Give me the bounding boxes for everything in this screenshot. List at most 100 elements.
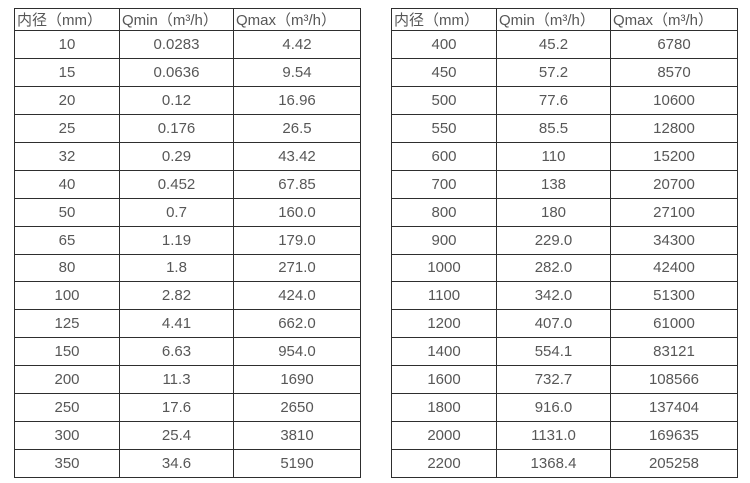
table-cell: 1131.0 xyxy=(496,421,611,451)
table-cell: 1400 xyxy=(391,337,497,367)
table-cell: 11.3 xyxy=(119,365,234,395)
table-row: 1600 732.7 108566 xyxy=(391,365,738,395)
table-cell: 65 xyxy=(14,225,120,255)
table-row: 80 1.8 271.0 xyxy=(14,253,361,283)
table-cell: 300 xyxy=(14,421,120,451)
header-row: 内径（mm） Qmin（m³/h） Qmax（m³/h） xyxy=(14,8,361,31)
table-cell: 554.1 xyxy=(496,337,611,367)
table-cell: 900 xyxy=(391,225,497,255)
table-cell: 83121 xyxy=(610,337,738,367)
table-cell: 108566 xyxy=(610,365,738,395)
table-cell: 0.29 xyxy=(119,141,234,171)
table-cell: 20700 xyxy=(610,169,738,199)
table-cell: 150 xyxy=(14,337,120,367)
table-cell: 8570 xyxy=(610,57,738,87)
table-row: 2200 1368.4 205258 xyxy=(391,449,738,478)
table-cell: 600 xyxy=(391,141,497,171)
table-row: 400 45.2 6780 xyxy=(391,30,738,59)
flow-table-large-diameters: 内径（mm） Qmin（m³/h） Qmax（m³/h） 400 45.2 6780… xyxy=(391,8,738,478)
table-cell: 32 xyxy=(14,141,120,171)
table-cell: 2000 xyxy=(391,421,497,451)
table-row: 550 85.5 12800 xyxy=(391,113,738,143)
table-row: 32 0.29 43.42 xyxy=(14,141,361,171)
table-cell: 43.42 xyxy=(233,141,361,171)
table-row: 1100 342.0 51300 xyxy=(391,281,738,311)
table-cell: 1100 xyxy=(391,281,497,311)
table-row: 40 0.452 67.85 xyxy=(14,169,361,199)
table-cell: 700 xyxy=(391,169,497,199)
table-cell: 51300 xyxy=(610,281,738,311)
table-cell: 2.82 xyxy=(119,281,234,311)
table-row: 700 138 20700 xyxy=(391,169,738,199)
table-cell: 26.5 xyxy=(233,113,361,143)
table-cell: 16.96 xyxy=(233,85,361,115)
table-cell: 77.6 xyxy=(496,85,611,115)
table-cell: 271.0 xyxy=(233,253,361,283)
table-cell: 954.0 xyxy=(233,337,361,367)
table-row: 1400 554.1 83121 xyxy=(391,337,738,367)
table-cell: 200 xyxy=(14,365,120,395)
table-cell: 229.0 xyxy=(496,225,611,255)
table-cell: 6780 xyxy=(610,30,738,59)
table-cell: 50 xyxy=(14,197,120,227)
table-cell: 1200 xyxy=(391,309,497,339)
table-cell: 0.7 xyxy=(119,197,234,227)
table-row: 350 34.6 5190 xyxy=(14,449,361,478)
table-cell: 424.0 xyxy=(233,281,361,311)
table-row: 1000 282.0 42400 xyxy=(391,253,738,283)
table-row: 500 77.6 10600 xyxy=(391,85,738,115)
table-cell: 40 xyxy=(14,169,120,199)
table-cell: 125 xyxy=(14,309,120,339)
table-cell: 1000 xyxy=(391,253,497,283)
table-cell: 662.0 xyxy=(233,309,361,339)
table-cell: 282.0 xyxy=(496,253,611,283)
table-cell: 0.12 xyxy=(119,85,234,115)
table-cell: 180 xyxy=(496,197,611,227)
table-cell: 100 xyxy=(14,281,120,311)
table-cell: 67.85 xyxy=(233,169,361,199)
table-cell: 34300 xyxy=(610,225,738,255)
table-row: 900 229.0 34300 xyxy=(391,225,738,255)
table-cell: 1368.4 xyxy=(496,449,611,478)
table-cell: 61000 xyxy=(610,309,738,339)
table-cell: 500 xyxy=(391,85,497,115)
column-header-diameter: 内径（mm） xyxy=(14,8,120,31)
table-cell: 4.41 xyxy=(119,309,234,339)
table-cell: 138 xyxy=(496,169,611,199)
column-header-qmax: Qmax（m³/h） xyxy=(233,8,361,31)
table-cell: 85.5 xyxy=(496,113,611,143)
table-row: 20 0.12 16.96 xyxy=(14,85,361,115)
table-row: 800 180 27100 xyxy=(391,197,738,227)
table-cell: 0.176 xyxy=(119,113,234,143)
table-cell: 110 xyxy=(496,141,611,171)
table-cell: 42400 xyxy=(610,253,738,283)
table-cell: 250 xyxy=(14,393,120,423)
table-cell: 800 xyxy=(391,197,497,227)
table-row: 15 0.0636 9.54 xyxy=(14,57,361,87)
table-cell: 407.0 xyxy=(496,309,611,339)
table-cell: 0.0283 xyxy=(119,30,234,59)
table-row: 450 57.2 8570 xyxy=(391,57,738,87)
table-cell: 57.2 xyxy=(496,57,611,87)
header-row: 内径（mm） Qmin（m³/h） Qmax（m³/h） xyxy=(391,8,738,31)
table-cell: 6.63 xyxy=(119,337,234,367)
table-cell: 450 xyxy=(391,57,497,87)
table-cell: 27100 xyxy=(610,197,738,227)
table-cell: 179.0 xyxy=(233,225,361,255)
table-cell: 160.0 xyxy=(233,197,361,227)
column-header-diameter: 内径（mm） xyxy=(391,8,497,31)
table-cell: 550 xyxy=(391,113,497,143)
table-cell: 5190 xyxy=(233,449,361,478)
table-cell: 1800 xyxy=(391,393,497,423)
table-row: 300 25.4 3810 xyxy=(14,421,361,451)
table-cell: 15200 xyxy=(610,141,738,171)
table-cell: 10 xyxy=(14,30,120,59)
table-cell: 916.0 xyxy=(496,393,611,423)
column-header-qmin: Qmin（m³/h） xyxy=(496,8,611,31)
table-cell: 0.452 xyxy=(119,169,234,199)
table-cell: 12800 xyxy=(610,113,738,143)
table-row: 250 17.6 2650 xyxy=(14,393,361,423)
table-cell: 20 xyxy=(14,85,120,115)
table-row: 1200 407.0 61000 xyxy=(391,309,738,339)
